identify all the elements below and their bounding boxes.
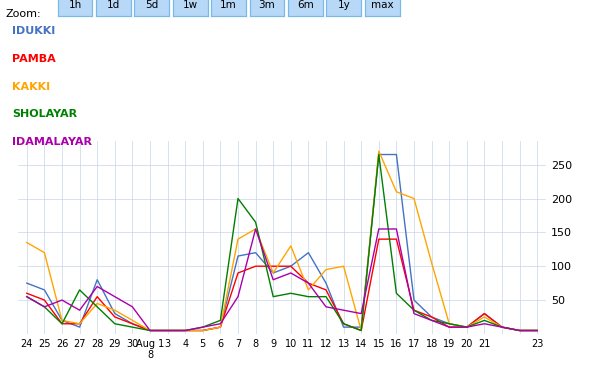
Text: 1y: 1y	[337, 0, 350, 10]
Text: 6m: 6m	[297, 0, 314, 10]
Text: 1m: 1m	[220, 0, 237, 10]
Text: Zoom:: Zoom:	[6, 9, 41, 19]
Text: 1h: 1h	[68, 0, 82, 10]
Text: SHOLAYAR: SHOLAYAR	[12, 109, 77, 119]
Text: 3m: 3m	[259, 0, 275, 10]
Text: max: max	[371, 0, 394, 10]
Text: 1w: 1w	[182, 0, 198, 10]
Text: KAKKI: KAKKI	[12, 82, 50, 92]
Text: 1d: 1d	[107, 0, 120, 10]
Text: IDAMALAYAR: IDAMALAYAR	[12, 137, 92, 147]
Text: IDUKKI: IDUKKI	[12, 26, 55, 36]
Text: PAMBA: PAMBA	[12, 54, 56, 64]
Text: 5d: 5d	[145, 0, 158, 10]
